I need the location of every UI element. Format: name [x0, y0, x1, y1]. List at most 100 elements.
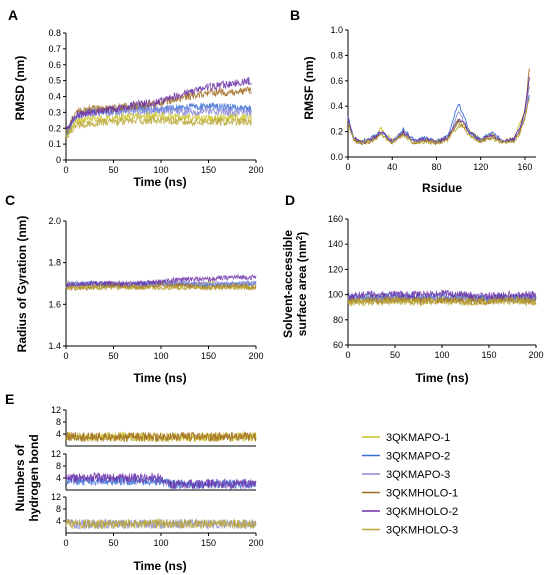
panel-b-ytick-label: 0.6	[330, 76, 343, 86]
panel-a-ylabel: RMSD (nm)	[13, 56, 27, 121]
panel-d-ytick-label: 80	[333, 315, 343, 325]
panel-b-xlabel: Rsidue	[422, 181, 462, 195]
panel-a-ytick-label: 0	[56, 155, 61, 165]
panel-a-xtick-label: 0	[63, 165, 68, 175]
panel-a-series-line	[65, 111, 252, 138]
panel-c-ylabel: Radius of Gyration (nm)	[15, 216, 29, 353]
panel-b-label: B	[290, 7, 300, 23]
panel-e-sub3-xtick-label: 150	[201, 538, 216, 548]
panel-b-xtick-label: 80	[431, 162, 441, 172]
panel-d-plot: 60 80 100 120 140 160 0 50 100 150 200	[328, 214, 544, 360]
panel-a-ytick-label: 0.6	[48, 60, 61, 70]
panel-d-xlabel: Time (ns)	[415, 371, 468, 385]
panel-e-sub3-series-line	[65, 517, 257, 531]
panel-b-xtick-label: 160	[517, 162, 532, 172]
legend: 3QKMAPO-1 3QKMAPO-2 3QKMAPO-3 3QKMHOLO-1 3QK…	[362, 432, 458, 537]
panel-e-sub3-xtick-label: 100	[153, 538, 168, 548]
panel-d-xtick-label: 0	[345, 350, 350, 360]
panel-d-ylabel-line2: surface area (nm2)	[295, 232, 309, 337]
panel-d-xtick-label: 200	[528, 350, 543, 360]
panel-d-ylabel-sup: 2	[295, 235, 304, 240]
panel-c-label: C	[5, 192, 15, 208]
panel-c-ytick-label: 1.6	[48, 299, 61, 309]
panel-e-label: E	[5, 391, 14, 407]
panel-e-ylabel-line1: Numbers of	[13, 444, 27, 512]
panel-c-xtick-label: 50	[108, 351, 118, 361]
panel-b-series-line	[347, 68, 530, 146]
panel-a-ytick-label: 0.1	[48, 139, 61, 149]
panel-a-xtick-label: 200	[248, 165, 263, 175]
panel-e-sub3-ytick-label: 8	[56, 504, 61, 514]
panel-e-sub3-xtick-label: 0	[63, 538, 68, 548]
panel-e-sub2-ytick-label: 8	[56, 461, 61, 471]
panel-d-ytick-label: 120	[328, 264, 343, 274]
panel-d-xtick-label: 150	[481, 350, 496, 360]
legend-label: 3QKMAPO-3	[386, 469, 450, 481]
panel-a-plot: 0 0.1 0.2 0.3 0.4 0.5 0.6 0.7 0.8 0 50 100 150 200	[48, 28, 263, 175]
panel-a-ytick-label: 0.7	[48, 44, 61, 54]
panel-e-sub2-ytick-label: 4	[56, 473, 61, 483]
panel-e-ylabel-line2: hydrogen bond	[27, 434, 41, 521]
panel-c-series-line	[65, 273, 257, 289]
panel-d-xtick-label: 100	[434, 350, 449, 360]
panel-b-series-line	[347, 76, 530, 144]
panel-e-sub1-series-line	[65, 430, 257, 443]
panel-d-ytick-label: 60	[333, 340, 343, 350]
panel-c-ytick-label: 2.0	[48, 216, 61, 226]
panel-b-ytick-label: 0.0	[330, 152, 343, 162]
legend-label: 3QKMHOLO-3	[386, 525, 458, 537]
panel-c-ytick-label: 1.4	[48, 341, 61, 351]
panel-c: C Radius of Gyration (nm) Time (ns) 1.41…	[5, 192, 264, 385]
panel-b-series-line	[347, 98, 530, 145]
panel-d-series-line	[347, 295, 537, 308]
panel-b-xtick-label: 40	[387, 162, 397, 172]
panel-b-ytick-label: 1.0	[330, 25, 343, 35]
panel-a: A RMSD (nm) Time (ns) 0 0.1 0.2 0.3 0.4 0.5 0.…	[8, 7, 264, 189]
legend-label: 3QKMAPO-1	[386, 432, 450, 444]
legend-label: 3QKMHOLO-1	[386, 488, 458, 500]
panel-d-ylabel-text: surface area (nm	[295, 240, 309, 336]
panel-d: D Solvent-accessible surface area (nm2) …	[281, 192, 544, 385]
panel-e-sub1-ytick-label: 4	[56, 429, 61, 439]
panel-e-sub1-ytick-label: 12	[51, 405, 61, 415]
panel-b-plot: 0.0 0.2 0.4 0.6 0.8 1.0 0 40 80 120 160	[330, 25, 536, 172]
panel-a-xlabel: Time (ns)	[133, 175, 186, 189]
panel-a-label: A	[8, 7, 18, 23]
panel-d-ytick-label: 100	[328, 290, 343, 300]
panel-e-sub3-ytick-label: 4	[56, 516, 61, 526]
panel-b-ytick-label: 0.8	[330, 50, 343, 60]
panel-b-ylabel: RMSF (nm)	[302, 56, 316, 119]
panel-b: B RMSF (nm) Rsidue 0.0 0.2 0.4 0.6 0.8 1.0 0 40…	[290, 7, 536, 195]
panel-d-ylabel-close: )	[295, 232, 309, 236]
panel-a-ytick-label: 0.4	[48, 92, 61, 102]
panel-e-sub2-series-line	[65, 471, 257, 490]
panel-c-xtick-label: 100	[153, 351, 168, 361]
panel-d-ylabel-line1: Solvent-accessible	[281, 230, 295, 338]
panel-d-series-line	[347, 289, 537, 301]
panel-d-label: D	[285, 192, 295, 208]
panel-a-ytick-label: 0.5	[48, 76, 61, 86]
panel-c-plot: 1.4 1.6 1.8 2.0 0 50 100 150 200	[48, 216, 263, 361]
panel-a-ytick-label: 0.3	[48, 107, 61, 117]
panel-a-xtick-label: 100	[153, 165, 168, 175]
panel-c-ytick-label: 1.8	[48, 258, 61, 268]
legend-label: 3QKMHOLO-2	[386, 506, 458, 518]
panel-d-ytick-label: 160	[328, 214, 343, 224]
panel-a-xtick-label: 50	[108, 165, 118, 175]
panel-e-sub3-xtick-label: 50	[108, 538, 118, 548]
panel-b-xtick-label: 120	[473, 162, 488, 172]
panel-d-ytick-label: 140	[328, 239, 343, 249]
panel-d-xtick-label: 50	[390, 350, 400, 360]
panel-c-xtick-label: 0	[63, 351, 68, 361]
panel-a-series-line	[65, 115, 252, 139]
panel-e-sub3-xtick-label: 200	[248, 538, 263, 548]
panel-a-ytick-label: 0.8	[48, 28, 61, 38]
panel-b-xtick-label: 0	[345, 162, 350, 172]
panel-c-xtick-label: 200	[248, 351, 263, 361]
panel-e-sub1-ytick-label: 8	[56, 417, 61, 427]
panel-a-xtick-label: 150	[201, 165, 216, 175]
panel-c-xtick-label: 150	[201, 351, 216, 361]
panel-e-xlabel: Time (ns)	[133, 559, 186, 573]
panel-e-sub3-ytick-label: 12	[51, 492, 61, 502]
